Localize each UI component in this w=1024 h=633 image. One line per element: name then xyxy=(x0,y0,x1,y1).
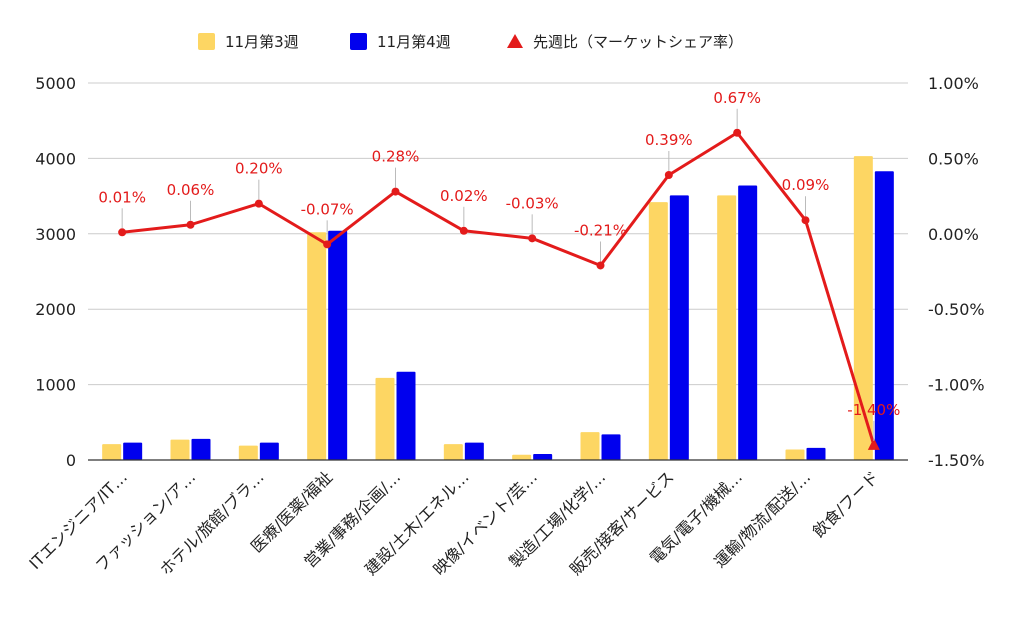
ratio-point xyxy=(733,128,742,137)
data-label: -0.07% xyxy=(301,200,354,218)
legend-item-week3: 11月第3週 xyxy=(198,28,299,54)
legend-swatch-week4 xyxy=(350,32,367,50)
bar-week4 xyxy=(259,442,279,460)
bar-week3 xyxy=(717,195,737,460)
bar-week3 xyxy=(648,202,668,460)
ratio-line xyxy=(122,131,876,446)
data-label: 0.39% xyxy=(645,131,693,149)
legend-item-week4: 11月第4週 xyxy=(350,28,451,54)
data-label: 0.67% xyxy=(713,89,761,107)
ratio-point xyxy=(323,240,332,249)
data-label: 0.09% xyxy=(782,176,830,194)
bar-week4 xyxy=(601,434,621,460)
legend-label-ratio: 先週比（マーケットシェア率） xyxy=(533,32,744,51)
ratio-point xyxy=(254,199,263,208)
ratio-point xyxy=(459,226,468,235)
bar-week4 xyxy=(328,230,348,460)
data-label: -1.40% xyxy=(847,401,900,419)
bar-week4 xyxy=(738,185,758,460)
right-axis-tick-label: -1.00% xyxy=(928,376,985,395)
right-axis-tick-label: -1.50% xyxy=(928,451,985,470)
bar-week4 xyxy=(874,171,894,460)
legend-item-ratio: 先週比（マーケットシェア率） xyxy=(507,28,743,54)
bar-week3 xyxy=(375,377,395,460)
data-label: 0.28% xyxy=(372,148,420,166)
bar-week3 xyxy=(580,432,600,460)
ratio-point xyxy=(596,261,605,270)
bar-week4 xyxy=(669,195,689,460)
data-label: 0.06% xyxy=(167,181,215,199)
bar-week3 xyxy=(307,232,327,460)
data-label: 0.20% xyxy=(235,160,283,178)
left-axis-tick-label: 0 xyxy=(66,451,76,470)
bar-week3 xyxy=(102,444,122,460)
bar-week3 xyxy=(443,444,463,460)
bar-week3 xyxy=(170,439,190,460)
right-axis-tick-label: 0.50% xyxy=(928,149,979,168)
bar-week3 xyxy=(785,449,805,460)
data-label: -0.03% xyxy=(506,194,559,212)
legend-swatch-ratio xyxy=(507,34,523,48)
ratio-point xyxy=(528,234,537,243)
bar-week4 xyxy=(533,453,553,460)
right-axis-tick-label: 0.00% xyxy=(928,225,979,244)
ratio-point xyxy=(391,187,400,196)
bar-week4 xyxy=(396,371,416,460)
ratio-point xyxy=(801,216,810,225)
bar-week4 xyxy=(464,442,484,460)
legend-swatch-week3 xyxy=(198,32,215,50)
ratio-point xyxy=(186,220,195,229)
data-label: -0.21% xyxy=(574,221,627,239)
left-axis-tick-label: 4000 xyxy=(35,149,76,168)
left-axis-tick-label: 2000 xyxy=(35,300,76,319)
bar-week3 xyxy=(512,454,532,460)
ratio-point xyxy=(664,170,673,179)
bar-week3 xyxy=(853,156,873,460)
bar-week4 xyxy=(123,442,143,460)
legend-label-week3: 11月第3週 xyxy=(225,32,299,51)
data-label: 0.02% xyxy=(440,187,488,205)
bar-week3 xyxy=(238,445,258,460)
left-axis-tick-label: 3000 xyxy=(35,225,76,244)
bar-week4 xyxy=(191,438,211,460)
bar-week4 xyxy=(806,447,826,460)
right-axis-tick-label: -0.50% xyxy=(928,300,985,319)
ratio-end-marker xyxy=(867,437,880,450)
legend: 11月第3週 11月第4週 先週比（マーケットシェア率） xyxy=(0,28,1024,54)
left-axis-tick-label: 1000 xyxy=(35,376,76,395)
left-axis-tick-label: 5000 xyxy=(35,74,76,93)
legend-label-week4: 11月第4週 xyxy=(377,32,451,51)
category-label: 飲食/フード xyxy=(809,467,883,541)
data-label: 0.01% xyxy=(98,188,146,206)
ratio-point xyxy=(118,228,127,237)
right-axis-tick-label: 1.00% xyxy=(928,74,979,93)
